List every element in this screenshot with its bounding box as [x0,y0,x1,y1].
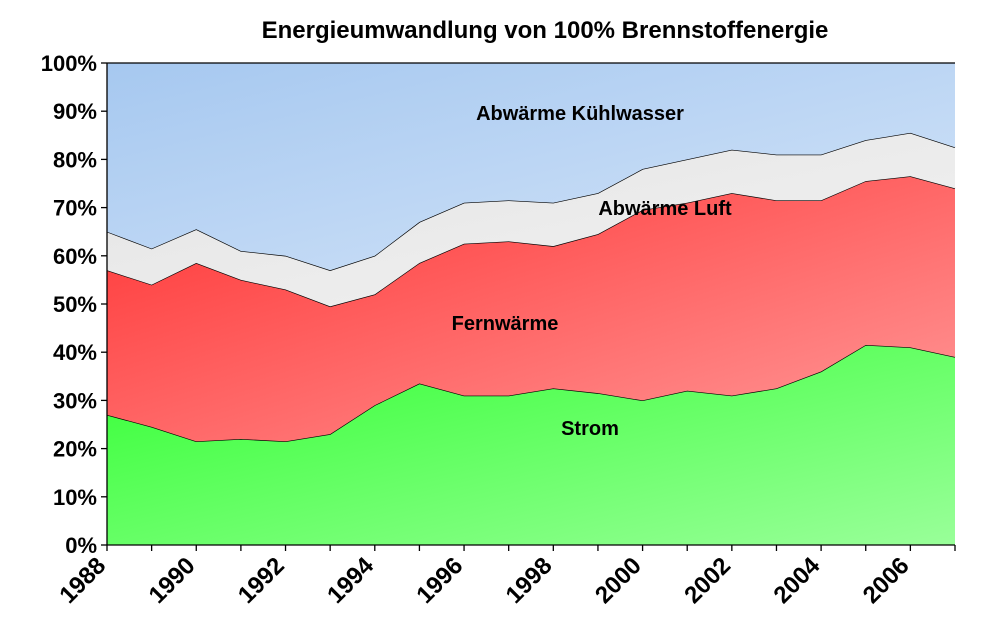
area [107,132,955,307]
series-label: Strom [561,418,619,440]
y-tick-label: 80% [53,147,97,172]
y-tick-label: 10% [53,485,97,510]
series-label: Abwärme Kühlwasser [476,103,684,125]
y-tick-label: 50% [53,292,97,317]
x-tick-label: 2004 [769,552,826,609]
y-tick-label: 100% [41,51,97,76]
x-tick-label: 1992 [233,552,290,609]
x-tick-label: 2002 [679,552,736,609]
y-tick-label: 60% [53,244,97,269]
x-tick-label: 2006 [858,552,915,609]
y-tick-label: 20% [53,437,97,462]
x-tick-label: 1994 [322,552,379,609]
x-tick-label: 1998 [501,552,558,609]
y-tick-label: 30% [53,388,97,413]
x-tick-label: 1996 [411,552,468,609]
y-tick-label: 0% [65,533,97,558]
y-tick-label: 90% [53,99,97,124]
series-label: Fernwärme [452,313,559,335]
x-tick-label: 1988 [54,552,111,609]
x-tick-label: 1990 [144,552,201,609]
y-tick-label: 40% [53,340,97,365]
area [107,176,955,442]
series-label: Abwärme Luft [598,198,732,220]
area [107,344,955,545]
x-tick-label: 2000 [590,552,647,609]
area [107,63,955,271]
chart-title: Energieumwandlung von 100% Brennstoffene… [262,17,829,44]
y-tick-label: 70% [53,196,97,221]
